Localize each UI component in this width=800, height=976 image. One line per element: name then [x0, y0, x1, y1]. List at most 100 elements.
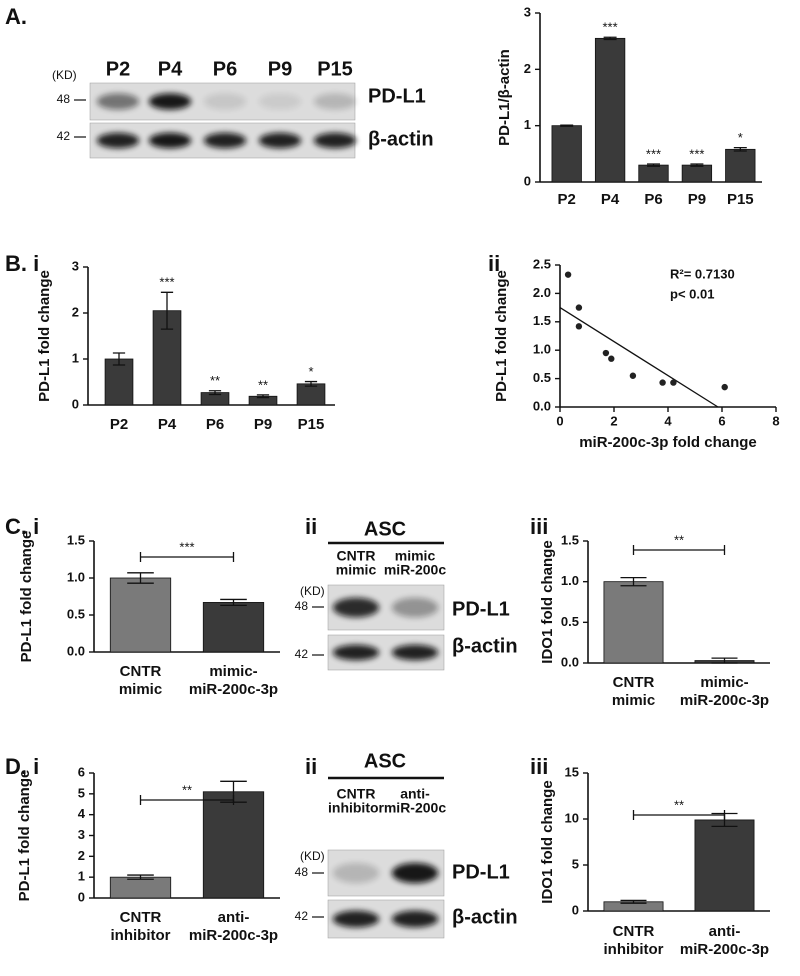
- panel-label: ii: [488, 251, 500, 276]
- lane-label: anti-: [400, 786, 430, 802]
- bar: [638, 164, 669, 183]
- bar: [202, 791, 265, 899]
- error-bar: [127, 874, 154, 880]
- y-tick-label: 0.5: [67, 606, 85, 621]
- error-bar: [208, 390, 222, 396]
- blot-band: [96, 93, 140, 110]
- error-bar: [220, 598, 247, 607]
- band-label: β-actin: [368, 128, 434, 150]
- bar: [725, 148, 756, 183]
- x-tick-label: inhibitor: [604, 941, 664, 958]
- y-tick-label: 0: [572, 902, 579, 917]
- x-tick-label: anti-: [218, 909, 250, 926]
- panel-label: iii: [530, 514, 548, 539]
- marker-label: 48: [57, 92, 71, 106]
- panel-label: A.: [5, 4, 27, 29]
- x-tick-label: P6: [644, 191, 662, 208]
- significance-label: **: [182, 782, 192, 797]
- lane-label: miR-200c: [384, 562, 446, 578]
- marker-label: 42: [295, 909, 309, 923]
- point: [564, 271, 572, 278]
- x-tick-label: P2: [558, 191, 576, 208]
- blot-band: [258, 132, 302, 149]
- y-tick-label: 0.5: [561, 614, 579, 629]
- x-tick-label: anti-: [709, 923, 741, 940]
- x-tick-label: P15: [298, 416, 325, 433]
- blot-band: [148, 132, 192, 149]
- blot-band: [391, 597, 439, 618]
- error-bar: [620, 899, 647, 904]
- bar: [594, 37, 626, 183]
- y-tick-label: 0: [78, 889, 85, 904]
- marker-label: 42: [57, 129, 71, 143]
- error-bar: [112, 352, 126, 366]
- error-bar: [711, 657, 738, 664]
- y-tick-label: 10: [565, 810, 579, 825]
- y-tick-label: 2: [524, 61, 531, 76]
- lane-label: mimic: [336, 562, 377, 578]
- blot-band: [332, 644, 380, 661]
- y-tick-label: 0: [72, 396, 79, 411]
- error-bar: [647, 163, 660, 167]
- error-bar: [620, 576, 647, 587]
- x-tick-label: miR-200c-3p: [189, 927, 278, 944]
- band-label: β-actin: [452, 635, 518, 657]
- blot-band: [96, 132, 140, 149]
- y-axis-label: IDO1 fold change: [539, 540, 556, 663]
- error-bar: [304, 380, 318, 387]
- marker-label: 48: [295, 599, 309, 613]
- y-tick-label: 1.0: [561, 573, 579, 588]
- x-tick-label: mimic: [119, 681, 162, 698]
- significance-label: ***: [646, 146, 661, 161]
- lane-label: inhibitor: [328, 800, 385, 816]
- significance-label: ***: [689, 146, 704, 161]
- bar: [202, 602, 265, 653]
- bar: [104, 358, 134, 406]
- x-tick-label: CNTR: [120, 663, 162, 680]
- x-tick-label: miR-200c-3p: [680, 692, 769, 709]
- bar: [694, 819, 755, 912]
- kd-label: (KD): [300, 584, 325, 598]
- significance-label: **: [258, 377, 268, 392]
- significance-label: **: [674, 532, 684, 547]
- annotation: R²= 0.7130: [670, 266, 735, 281]
- y-tick-label: 2: [78, 848, 85, 863]
- significance-bracket: [632, 810, 726, 820]
- y-tick-label: 1.5: [67, 532, 85, 547]
- y-tick-label: 1.5: [561, 532, 579, 547]
- y-axis-label: PD-L1 fold change: [36, 270, 53, 402]
- x-tick-label: P4: [601, 191, 620, 208]
- y-tick-label: 0.0: [67, 643, 85, 658]
- annotation: p< 0.01: [670, 286, 714, 301]
- x-tick-label: mimic-: [700, 674, 748, 691]
- blot-band: [203, 93, 247, 110]
- significance-bracket: [139, 795, 235, 805]
- lane-label: miR-200c: [384, 800, 446, 816]
- y-axis-label: PD-L1 fold change: [18, 531, 35, 663]
- error-bar: [560, 124, 574, 127]
- y-tick-label: 6: [78, 764, 85, 779]
- point: [721, 383, 728, 391]
- blot-band: [391, 910, 439, 928]
- blot-band: [332, 597, 380, 618]
- x-tick-label: 4: [664, 413, 672, 428]
- significance-label: ***: [603, 20, 618, 35]
- x-tick-label: 6: [718, 413, 725, 428]
- significance-bracket: [632, 545, 726, 555]
- y-tick-label: 3: [78, 827, 85, 842]
- significance-bracket: [139, 552, 235, 562]
- significance-label: **: [674, 797, 684, 812]
- bar: [296, 383, 326, 406]
- panel-label: iii: [530, 754, 548, 779]
- point: [575, 323, 583, 330]
- significance-label: ***: [179, 539, 194, 554]
- blot-band: [313, 132, 357, 149]
- bar: [109, 577, 172, 653]
- x-tick-label: mimic-: [209, 663, 257, 680]
- panel-label: D. i: [5, 754, 39, 779]
- x-tick-label: CNTR: [613, 923, 655, 940]
- lane-label: P2: [106, 58, 130, 80]
- y-tick-label: 0.5: [533, 370, 551, 385]
- point: [659, 379, 666, 386]
